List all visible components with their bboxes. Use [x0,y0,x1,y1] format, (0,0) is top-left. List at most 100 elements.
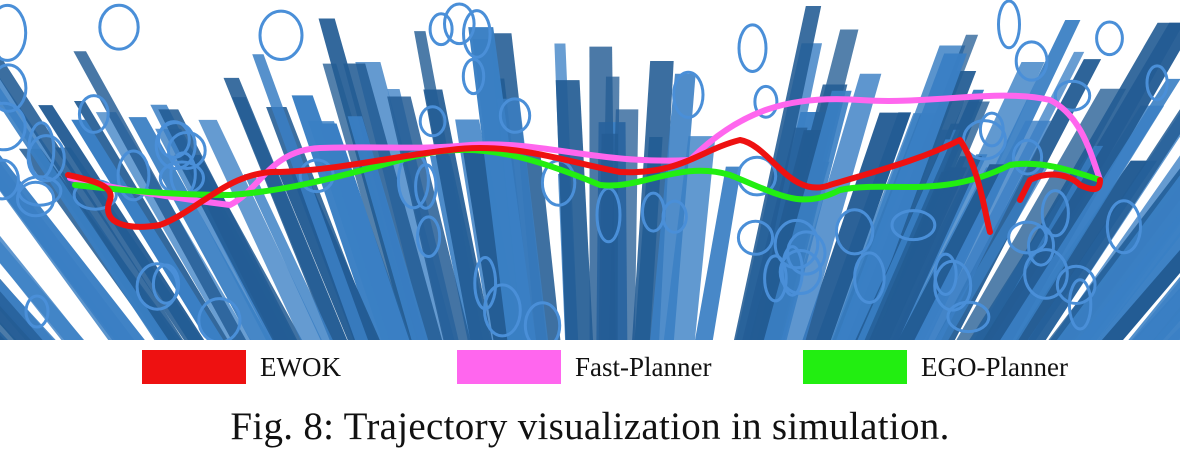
column-obstacle [935,167,1048,340]
ring-obstacle [962,119,1007,161]
legend-label-ego-planner: EGO-Planner [921,351,1068,382]
ring-obstacle [737,23,768,73]
ring-obstacle [15,180,56,218]
ring-obstacle [763,254,788,303]
figure-caption: Fig. 8: Trajectory visualization in simu… [230,405,950,448]
ring-obstacle [780,245,804,297]
ring-obstacle [443,2,476,46]
simulation-scene [0,0,1180,340]
column-obstacle [347,116,429,340]
column-obstacle [695,166,742,340]
ring-obstacle [1023,248,1069,300]
legend-swatch-fast-planner [457,350,561,384]
ring-obstacle [0,101,27,152]
legend-swatch-ego-planner [803,350,907,384]
legend-item-ewok: EWOK [142,344,341,390]
ring-obstacle [786,230,827,276]
ring-obstacle [672,70,705,119]
ring-obstacle [418,105,447,138]
column-obstacle [1056,175,1180,340]
legend-swatch-ewok [142,350,246,384]
column-obstacle [232,97,347,340]
ring-obstacle [498,97,532,134]
column-obstacle [468,27,537,340]
ring-obstacle [258,9,304,61]
ring-obstacle [461,57,486,96]
column-obstacle [1000,78,1180,340]
column-obstacle [733,5,822,340]
ring-obstacle [116,149,151,202]
column-obstacle [54,147,203,340]
ring-obstacle [0,63,28,113]
ring-obstacle [523,301,562,340]
column-obstacle [0,55,184,340]
ring-obstacle [462,9,492,59]
legend: EWOK Fast-Planner EGO-Planner [0,344,1180,390]
column-obstacle [898,164,1004,340]
legend-label-fast-planner: Fast-Planner [575,351,712,382]
ring-obstacle [1145,64,1169,102]
ring-obstacle [98,3,140,51]
column-obstacle [1131,280,1180,340]
column-obstacle [892,61,1045,340]
column-obstacle [0,154,145,340]
ring-obstacle [197,297,242,340]
column-obstacle [1128,276,1180,340]
ring-obstacle [0,158,20,201]
legend-label-ewok: EWOK [260,351,341,382]
column-obstacle [650,73,696,340]
column-obstacle [0,334,5,340]
column-obstacle [608,109,639,340]
trajectories [65,92,1103,235]
ring-obstacle [933,259,973,312]
ring-obstacle [154,121,197,171]
column-obstacle [1048,168,1180,340]
ring-obstacle [1011,138,1044,176]
ring-obstacle [483,283,522,338]
column-obstacle [864,101,990,340]
ring-obstacle [1007,220,1048,255]
column-obstacle [1153,310,1180,340]
ring-obstacle [1053,79,1092,112]
column-obstacle [343,63,443,340]
column-obstacle [73,100,229,340]
ring-obstacle [834,208,875,256]
column-obstacle [0,322,17,340]
ring-obstacle [773,218,820,270]
column-obstacle [71,119,224,340]
ring-obstacle [753,84,779,119]
column-obstacle [0,235,84,340]
ego-planner-trajectory [72,146,1103,203]
column-obstacle [243,174,333,340]
ring-obstacle [778,249,823,295]
ring-obstacle [1105,199,1143,255]
ring-obstacles [0,0,1169,340]
column-obstacle [555,80,594,340]
ring-obstacle [641,191,666,233]
column-obstacle [128,117,271,340]
ring-obstacle [416,215,442,258]
ewok-trajectory [65,137,1103,235]
ring-obstacle [24,294,50,329]
column-obstacle [836,53,967,340]
ring-obstacle [946,300,991,334]
legend-item-fast-planner: Fast-Planner [457,344,711,390]
ring-obstacle [933,252,958,296]
legend-item-ego-planner: EGO-Planner [803,344,1068,390]
column-obstacle [1077,213,1180,340]
ring-obstacle [1040,189,1070,238]
ring-obstacle [151,263,181,305]
ring-obstacle [736,219,775,256]
column-obstacle [912,120,1052,340]
ring-obstacle [1014,40,1049,82]
column-obstacle [1050,155,1180,340]
column-obstacle [198,119,322,340]
ring-obstacle [1067,278,1093,331]
ring-obstacle [890,209,937,242]
column-obstacle [0,87,169,340]
column-obstacle [1101,249,1180,340]
column-obstacle [0,291,43,340]
column-obstacle [252,54,369,340]
ring-obstacle [997,0,1021,50]
